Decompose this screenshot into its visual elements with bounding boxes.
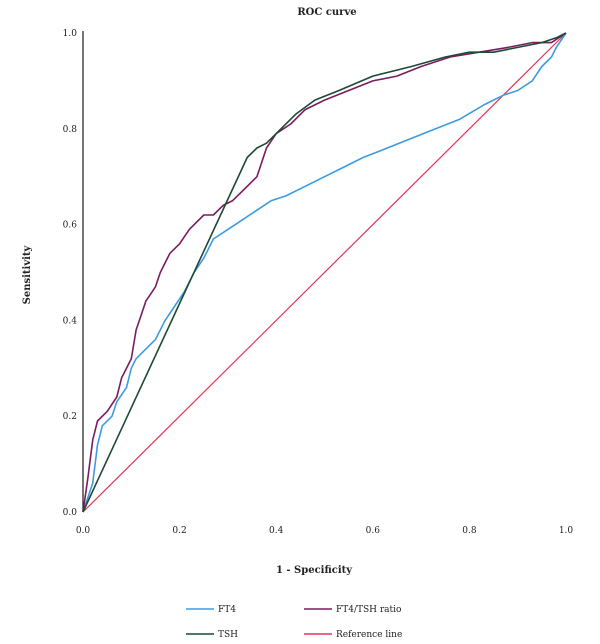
y-tick-label: 0.0 [63, 508, 78, 518]
x-tick-label: 0.2 [172, 526, 186, 536]
legend-item: FT4 [186, 605, 236, 615]
legend-item: FT4/TSH ratio [304, 605, 401, 615]
x-tick-label: 0.4 [269, 526, 284, 536]
series-line-tsh [82, 32, 567, 513]
x-axis-label: 1 - Specificity [276, 565, 353, 576]
legend: FT4 FT4/TSH ratio TSH Reference line [186, 605, 402, 640]
series-line-reference-line [82, 32, 567, 513]
y-tick-label: 0.8 [63, 125, 78, 135]
legend-label: TSH [218, 630, 238, 640]
x-tick-label: 0.0 [76, 526, 91, 536]
series-line-ft4 [82, 32, 567, 513]
x-tick-label: 1.0 [559, 526, 574, 536]
y-tick-label: 1.0 [63, 29, 78, 39]
y-tick-label: 0.6 [63, 221, 78, 231]
x-tick-label: 0.6 [366, 526, 381, 536]
legend-item: Reference line [304, 630, 402, 640]
tick-labels: 0.0 0.2 0.4 0.6 0.8 1.0 0.0 0.2 0.4 0.6 0.8 1.0 [63, 29, 574, 536]
legend-label: FT4/TSH ratio [336, 605, 401, 615]
y-axis-label: Sensitivity [22, 244, 33, 304]
legend-item: TSH [186, 630, 238, 640]
x-tick-label: 0.8 [462, 526, 477, 536]
series-line-ft4-tsh-ratio [82, 32, 567, 513]
legend-label: Reference line [336, 630, 402, 640]
y-tick-label: 0.2 [63, 412, 77, 422]
legend-label: FT4 [218, 605, 236, 615]
plot-lines [82, 32, 567, 513]
chart-title: ROC curve [297, 7, 356, 18]
y-tick-label: 0.4 [63, 316, 78, 326]
